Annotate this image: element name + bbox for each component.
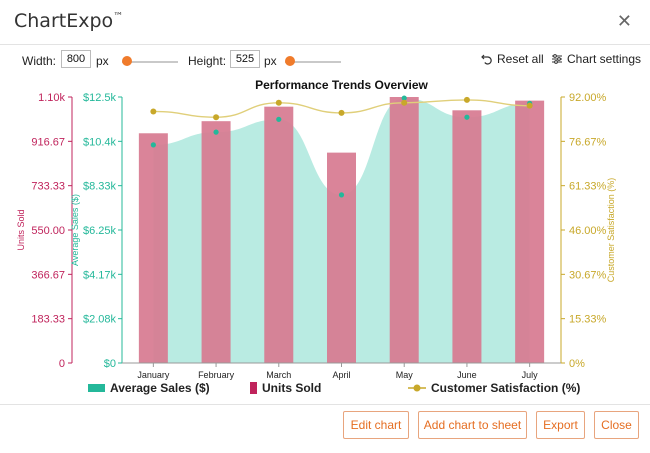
chart-area: Performance Trends Overview 1.10k $12.5k 92… <box>0 74 650 404</box>
units-tick-label: 550.00 <box>31 225 65 237</box>
point-average-sales <box>150 142 156 148</box>
height-unit: px <box>264 54 277 68</box>
height-label: Height: <box>188 54 227 68</box>
sales-tick-label: $8.33k <box>83 181 117 193</box>
height-slider[interactable] <box>285 61 341 63</box>
settings-sliders-icon <box>552 54 562 64</box>
reset-label: Reset all <box>497 52 544 66</box>
bar-units-sold <box>264 106 294 363</box>
bar-units-sold <box>515 100 545 364</box>
close-button[interactable]: Close <box>594 411 639 439</box>
point-customer-satisfaction <box>463 96 470 103</box>
satisfaction-tick-label: 15.33% <box>569 314 607 326</box>
legend-label-units-sold: Units Sold <box>262 381 321 395</box>
point-average-sales <box>401 95 407 101</box>
close-icon[interactable]: ✕ <box>616 11 632 31</box>
settings-label: Chart settings <box>567 52 642 66</box>
units-tick-label: 916.67 <box>31 136 65 148</box>
bar-units-sold <box>452 110 482 363</box>
point-average-sales <box>213 129 219 135</box>
sales-tick-label: $10.4k <box>83 136 117 148</box>
legend-label-customer-satisfaction: Customer Satisfaction (%) <box>431 381 580 395</box>
width-slider[interactable] <box>122 61 178 63</box>
width-input[interactable]: 800 <box>61 50 91 68</box>
reset-icon <box>481 54 492 65</box>
point-average-sales <box>338 192 345 198</box>
satisfaction-tick-label: 92.00% <box>569 92 607 104</box>
satisfaction-tick-label: 30.67% <box>569 269 607 281</box>
units-tick-label: 366.67 <box>31 269 65 281</box>
header-divider <box>0 44 650 45</box>
point-average-sales <box>276 116 282 122</box>
units-tick-label: 183.33 <box>31 314 65 326</box>
satisfaction-tick-label: 0% <box>569 358 585 370</box>
x-tick-label: May <box>396 370 414 380</box>
width-unit: px <box>96 54 109 68</box>
legend-swatch-units-sold <box>250 382 257 394</box>
point-customer-satisfaction <box>275 99 282 106</box>
x-tick-label: February <box>198 370 235 380</box>
point-customer-satisfaction <box>401 99 408 106</box>
legend-swatch-average-sales <box>88 384 105 392</box>
legend-label-average-sales: Average Sales ($) <box>110 381 210 395</box>
chart-svg: Performance Trends Overview 1.10k $12.5k 92… <box>16 78 616 395</box>
units-tick-label: 733.33 <box>31 181 65 193</box>
x-tick-label: July <box>522 370 539 380</box>
sales-tick-label: $6.25k <box>83 225 117 237</box>
bar-units-sold <box>327 152 356 363</box>
sales-tick-label: $12.5k <box>83 92 117 104</box>
x-tick-label: March <box>266 370 291 380</box>
width-label: Width: <box>22 54 57 68</box>
units-tick-label: 1.10k <box>38 92 65 104</box>
chart-settings-button[interactable]: Chart settings <box>551 52 641 66</box>
bar-units-sold <box>389 97 419 363</box>
units-axis-title: Units Sold <box>16 209 26 250</box>
footer-divider <box>0 404 650 405</box>
bar-units-sold <box>201 121 231 363</box>
height-slider-handle[interactable] <box>285 56 295 66</box>
chart-title: Performance Trends Overview <box>255 78 428 92</box>
sales-axis-title: Average Sales ($) <box>70 194 80 266</box>
legend-marker-customer-satisfaction <box>413 384 421 392</box>
point-customer-satisfaction <box>150 108 157 115</box>
sales-tick-label: $2.08k <box>83 314 117 326</box>
point-customer-satisfaction <box>338 109 345 116</box>
height-input[interactable]: 525 <box>230 50 260 68</box>
satisfaction-tick-label: 46.00% <box>569 225 607 237</box>
point-average-sales <box>464 114 470 120</box>
point-customer-satisfaction <box>526 102 533 109</box>
units-tick-label: 0 <box>59 358 65 370</box>
x-tick-label: June <box>457 370 477 380</box>
dialog-title: ChartExpo™ <box>14 10 124 32</box>
width-slider-handle[interactable] <box>122 56 132 66</box>
satisfaction-tick-label: 61.33% <box>569 181 607 193</box>
point-customer-satisfaction <box>213 114 220 121</box>
edit-chart-button[interactable]: Edit chart <box>343 411 409 439</box>
add-chart-to-sheet-button[interactable]: Add chart to sheet <box>418 411 527 439</box>
sales-tick-label: $4.17k <box>83 269 117 281</box>
export-button[interactable]: Export <box>536 411 585 439</box>
bar-units-sold <box>138 133 168 363</box>
satisfaction-tick-label: 76.67% <box>569 136 607 148</box>
x-tick-label: January <box>137 370 170 380</box>
sales-tick-label: $0 <box>104 358 116 370</box>
size-toolbar: Width: 800 px Height: 525 px Reset all <box>0 46 650 74</box>
reset-all-button[interactable]: Reset all <box>481 52 544 66</box>
x-tick-label: April <box>332 370 350 380</box>
satisfaction-axis-title: Customer Satisfaction (%) <box>606 178 616 283</box>
